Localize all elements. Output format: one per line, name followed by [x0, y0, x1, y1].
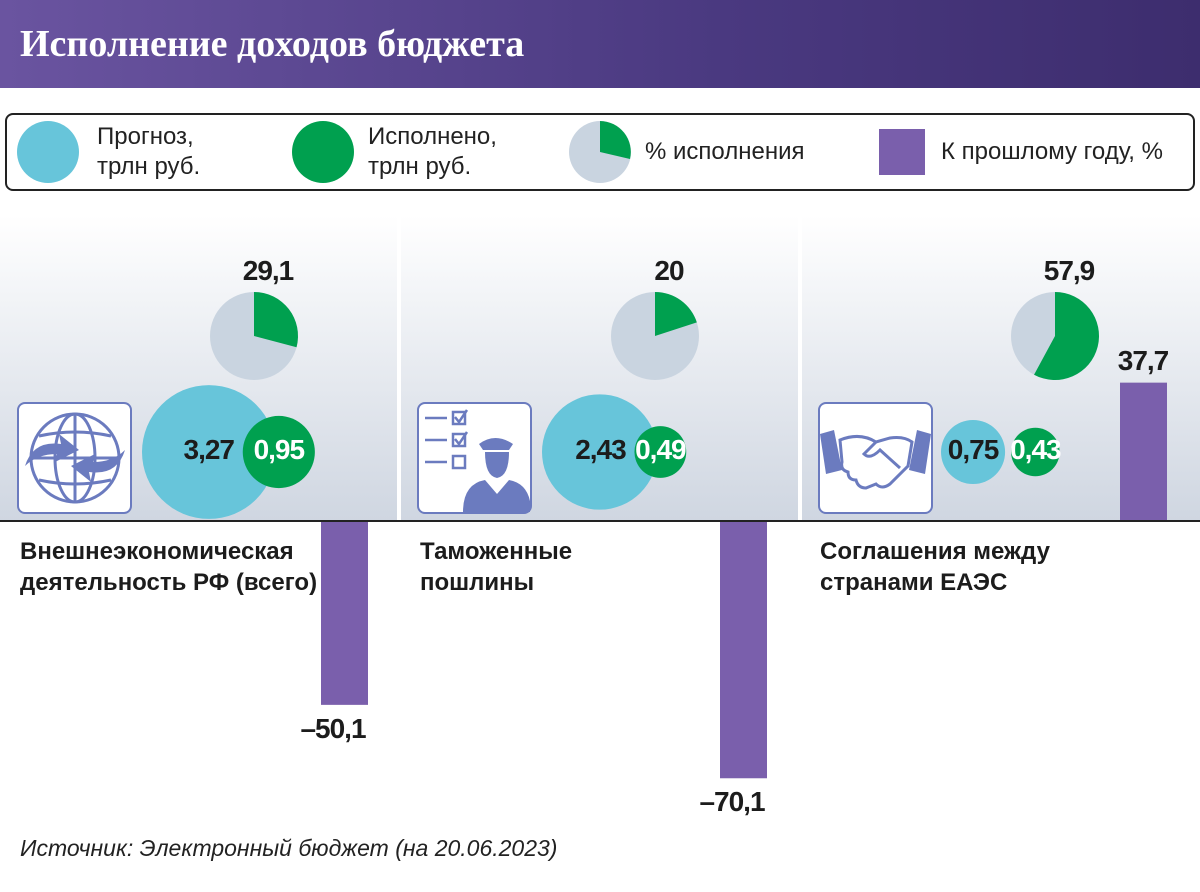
executed-bubble: [1011, 427, 1060, 477]
forecast-value-label: 2,43: [575, 434, 626, 465]
executed-swatch-icon: [292, 121, 354, 183]
forecast-bubble: [142, 385, 276, 519]
customs-checklist-icon: [417, 402, 532, 514]
zero-axis: [0, 520, 1200, 522]
yoy-value-label: –70,1: [699, 786, 765, 818]
pie-slice-executed: [254, 292, 298, 348]
legend: Прогноз, трлн руб. Исполнено, трлн руб. …: [5, 113, 1195, 191]
source-note: Источник: Электронный бюджет (на 20.06.2…: [20, 835, 558, 861]
title-bar: Исполнение доходов бюджета: [0, 0, 1200, 88]
forecast-bubble: [941, 419, 1006, 485]
pie-slice-executed: [1034, 292, 1099, 380]
yoy-bar: [1120, 382, 1167, 521]
executed-bubble: [634, 426, 687, 478]
pie-slice-executed: [655, 292, 697, 336]
yoy-bar: [720, 521, 767, 779]
legend-forecast: Прогноз, трлн руб.: [15, 115, 247, 189]
globe-exchange-icon: [17, 402, 132, 514]
forecast-value-label: 3,27: [183, 434, 235, 465]
pie-swatch-icon: [569, 121, 631, 183]
forecast-value-label: 0,75: [947, 434, 999, 465]
legend-executed: Исполнено, трлн руб.: [290, 115, 528, 189]
pie-percent-label: 20: [654, 255, 684, 286]
yoy-value-label: –50,1: [300, 712, 366, 744]
executed-bubble: [242, 415, 315, 489]
category-label: Соглашения между странами ЕАЭС: [820, 538, 1050, 596]
forecast-swatch-icon: [17, 121, 79, 183]
category-label: Внешнеэкономическая деятельность РФ (все…: [20, 538, 318, 596]
legend-yoy-label: К прошлому году, %: [941, 138, 1163, 165]
handshake-icon: [818, 402, 933, 514]
legend-percent-label: % исполнения: [645, 138, 805, 165]
legend-executed-label: Исполнено, трлн руб.: [368, 123, 497, 180]
pie-percent-label: 57,9: [1043, 255, 1095, 286]
legend-forecast-label: Прогноз, трлн руб.: [97, 123, 201, 180]
executed-value-label: 0,43: [1010, 434, 1061, 465]
legend-yoy: К прошлому году, %: [879, 115, 1163, 189]
legend-percent: % исполнения: [567, 115, 805, 189]
bar-swatch-icon: [879, 129, 925, 175]
chart-title: Исполнение доходов бюджета: [20, 23, 525, 65]
forecast-bubble: [542, 394, 658, 510]
executed-value-label: 0,49: [635, 434, 686, 465]
pie-percent-label: 29,1: [242, 255, 294, 286]
category-label: Таможенные пошлины: [420, 538, 573, 596]
yoy-bar: [321, 521, 368, 705]
executed-value-label: 0,95: [253, 434, 305, 465]
yoy-value-label: 37,7: [1117, 344, 1169, 376]
